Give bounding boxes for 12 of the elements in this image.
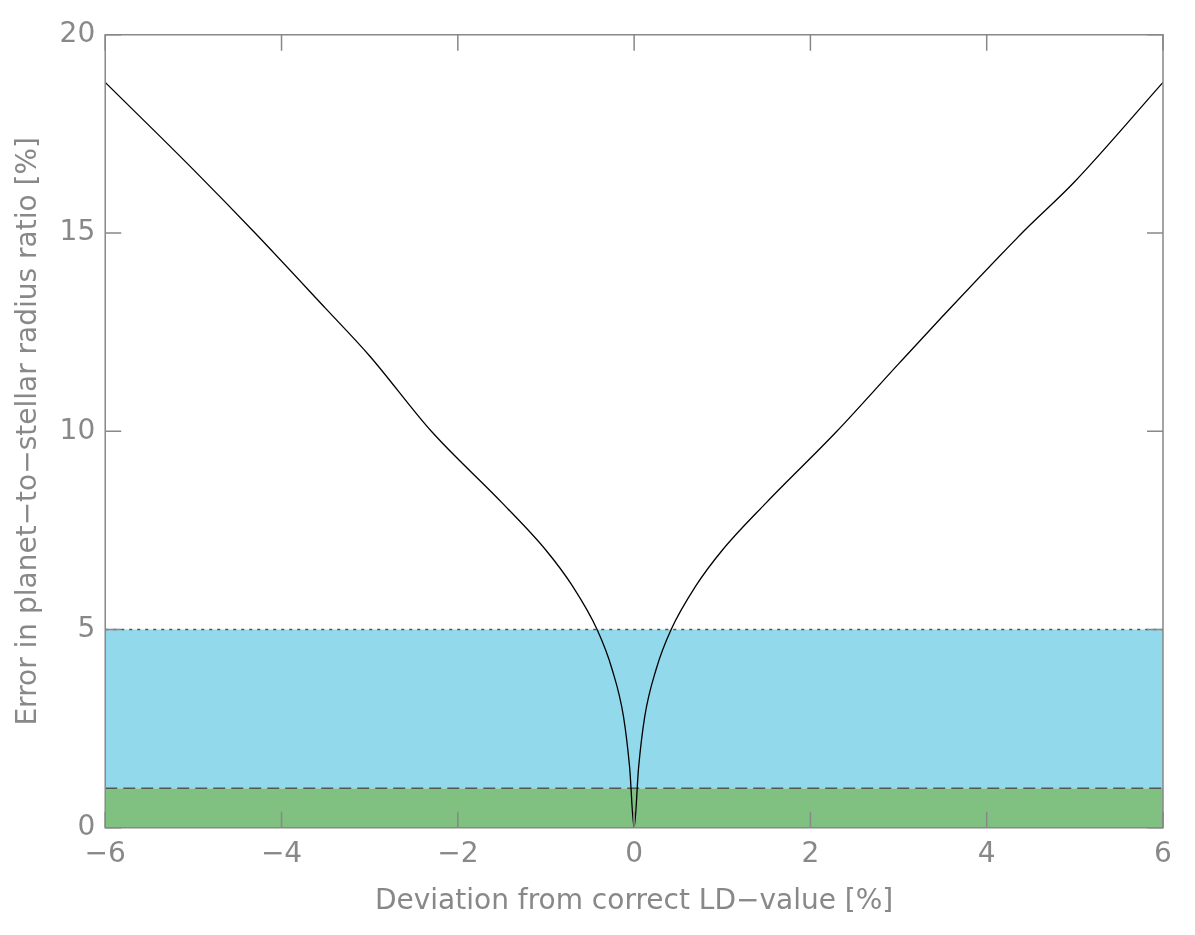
y-tick-label: 5 xyxy=(77,610,96,644)
y-tick-label: 10 xyxy=(59,412,96,446)
x-tick-label: 6 xyxy=(1154,835,1172,869)
y-axis-title: Error in planet−to−stellar radius ratio [%] xyxy=(10,137,44,726)
x-tick-label: 0 xyxy=(625,835,644,869)
y-tick-label: 20 xyxy=(59,16,96,50)
x-axis-title: Deviation from correct LD−value [%] xyxy=(374,883,894,917)
x-tick-label: −4 xyxy=(260,835,303,869)
x-tick-label: 2 xyxy=(801,835,820,869)
y-tick-label: 15 xyxy=(59,214,96,248)
x-tick-label: −2 xyxy=(437,835,479,869)
x-tick-label: 4 xyxy=(977,835,996,869)
